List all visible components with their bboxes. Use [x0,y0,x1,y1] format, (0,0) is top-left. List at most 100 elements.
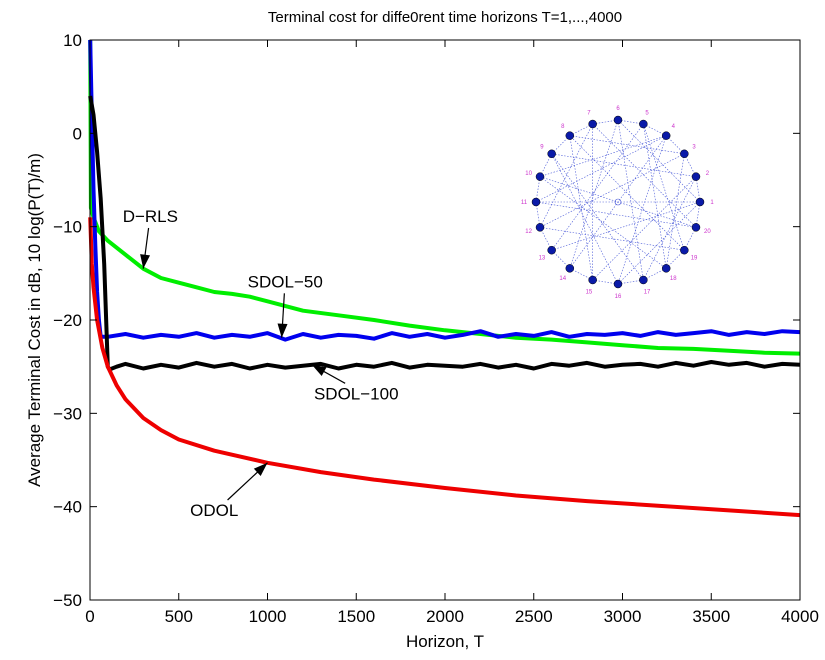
series-line-odol [88,217,801,518]
inset-edge [592,279,619,285]
inset-node-label: 12 [525,229,532,235]
inset-edge [684,227,697,251]
y-tick-label: 10 [63,31,82,50]
y-tick-label: −50 [53,591,82,610]
annotation-arrowhead [311,364,327,376]
inset-node-label: 5 [645,111,649,117]
x-tick-label: 0 [85,607,94,626]
inset-node-label: 7 [587,111,591,117]
inset-edge [535,176,541,203]
inset-node [639,275,648,285]
y-tick-label: 0 [73,124,82,143]
inset-node [547,149,556,159]
inset-node-label: 9 [540,145,544,151]
inset-edge [539,176,697,228]
inset-edge [569,119,619,269]
inset-node [680,149,689,159]
inset-edge [539,227,552,251]
inset-edge [539,135,667,177]
inset-edge [643,123,667,269]
inset-node [661,131,671,140]
inset-edge [551,123,644,251]
annotation-label: ODOL [190,501,238,520]
inset-node [588,275,597,285]
inset-edge [535,201,541,228]
axis-layer: 0 500 1000 1500 2000 2500 3000 3500 4000 −50 −40 −3… [53,31,819,626]
inset-edge [617,119,644,125]
inset-edge [569,135,593,281]
x-axis-label: Horizon, T [406,632,484,651]
inset-node-label: 2 [706,171,710,177]
inset-node [613,115,623,125]
inset-edge [592,123,697,228]
annotation-arrowhead [140,254,151,269]
series-line-d-rls [88,39,801,356]
inset-edge [539,123,593,228]
inset-edge [695,201,701,228]
series-layer [88,39,801,518]
annotation-arrowhead [277,323,288,338]
y-tick-label: −30 [53,404,82,423]
x-tick-label: 500 [165,607,193,626]
inset-node-label: 20 [704,229,711,235]
inset-edge [569,135,685,155]
inset-edge [569,268,593,281]
inset-edge [535,135,667,203]
inset-center [614,198,622,206]
inset-node-label: 6 [616,106,620,112]
x-tick-label: 1500 [337,607,375,626]
inset-edge [592,176,697,281]
inset-node-label: 19 [691,255,698,261]
annotation-label: SDOL−50 [248,272,323,291]
inset-node [565,131,575,140]
inset-edge [643,123,685,251]
inset-node [588,119,597,129]
inset-edge [551,135,571,155]
inset-edge [695,176,701,203]
y-tick-label: −40 [53,498,82,517]
inset-edge [684,153,697,177]
inset-node-label: 16 [615,294,622,300]
inset-node-label: 11 [521,200,528,206]
inset-edge [539,153,552,177]
inset-edge [551,153,697,177]
y-tick-label: −10 [53,218,82,237]
x-tick-label: 2000 [426,607,464,626]
inset-node-label: 15 [586,289,593,295]
x-tick-label: 3000 [604,607,642,626]
inset-edge [643,176,697,281]
inset-node [613,279,623,289]
inset-edge [569,123,593,136]
inset-edge [617,135,667,285]
inset-node [691,223,701,232]
inset-edge [617,119,701,203]
inset-node [639,119,648,129]
y-axis-label: Average Terminal Cost in dB, 10 log(P(T)… [25,153,44,487]
inset-edge [643,123,667,136]
x-tick-label: 1000 [249,607,287,626]
inset-node-label: 1 [710,200,714,206]
inset-node-label: 3 [692,145,696,151]
inset-edge [665,249,685,269]
inset-node [691,172,701,181]
inset-edge [643,268,667,281]
inset-node-label: 4 [672,124,676,130]
x-tick-label: 2500 [515,607,553,626]
inset-node [547,245,556,255]
inset-edge [665,153,685,269]
inset-edge [539,227,685,251]
inset-node [661,264,671,273]
x-tick-label: 4000 [781,607,819,626]
inset-edge [551,153,644,281]
inset-node [535,172,545,181]
inset-node-label: 13 [539,255,546,261]
inset-node-label: 17 [644,289,651,295]
inset-node [535,223,545,232]
inset-edge [551,201,701,251]
inset-edge [665,135,685,155]
x-tick-label: 3500 [692,607,730,626]
inset-edge [617,201,701,285]
inset-edge [617,279,644,285]
